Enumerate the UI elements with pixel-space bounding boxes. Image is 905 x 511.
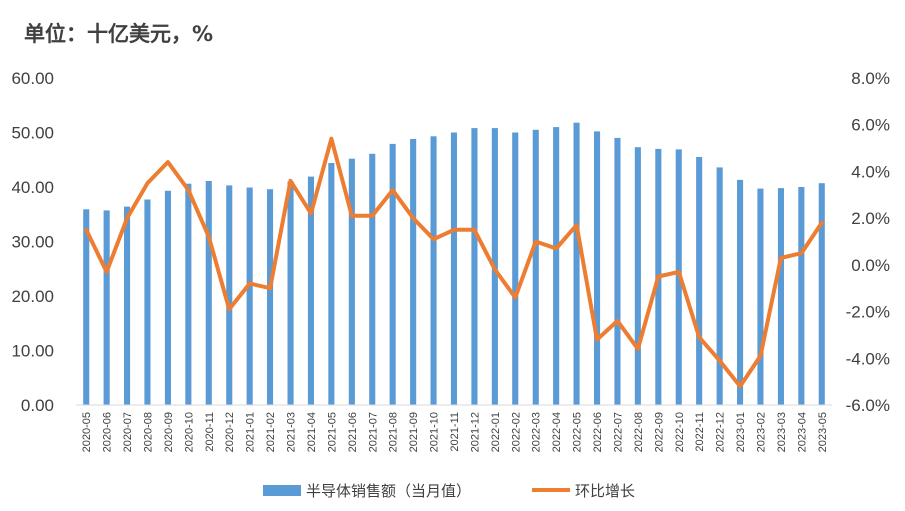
x-tick-label: 2022-02 [510, 412, 522, 452]
right-tick-label: 2.0% [851, 209, 890, 228]
bar-2021-05 [328, 163, 335, 405]
right-tick-label: 6.0% [851, 116, 890, 135]
x-tick-label: 2021-04 [306, 412, 318, 452]
bar-2021-03 [287, 181, 294, 405]
bar-2020-09 [164, 190, 171, 405]
bar-2021-06 [348, 158, 355, 405]
right-tick-label: -6.0% [846, 396, 890, 415]
bar-2023-05 [818, 183, 825, 405]
left-axis-ticks: 0.00 10.00 20.00 30.00 40.00 50.00 60.00 [11, 69, 54, 415]
x-tick-label: 2020-10 [183, 412, 195, 452]
x-tick-label: 2021-11 [449, 412, 461, 452]
bar-2021-02 [267, 189, 274, 405]
x-tick-label: 2022-04 [551, 412, 563, 452]
bar-2021-07 [369, 153, 376, 405]
x-tick-label: 2021-08 [388, 412, 400, 452]
bar-2020-05 [83, 209, 90, 405]
bar-2021-08 [389, 143, 396, 405]
right-tick-label: 0.0% [851, 256, 890, 275]
x-tick-label: 2020-08 [143, 412, 155, 452]
x-tick-label: 2021-06 [347, 412, 359, 452]
x-tick-label: 2023-02 [756, 412, 768, 452]
x-tick-label: 2021-05 [326, 412, 338, 452]
x-tick-label: 2021-07 [367, 412, 379, 452]
bar-2022-03 [532, 129, 539, 406]
x-tick-label: 2022-08 [633, 412, 645, 452]
x-tick-label: 2021-10 [429, 412, 441, 452]
x-tick-label: 2021-09 [408, 412, 420, 452]
right-tick-label: 4.0% [851, 162, 890, 181]
x-tick-label: 2022-03 [531, 412, 543, 452]
x-tick-label: 2022-10 [674, 412, 686, 452]
x-tick-label: 2020-07 [122, 412, 134, 452]
x-tick-label: 2023-04 [796, 412, 808, 452]
x-tick-label: 2020-06 [102, 412, 114, 452]
left-tick-label: 10.00 [11, 342, 54, 361]
bar-2021-04 [307, 176, 314, 405]
bar-series [83, 122, 825, 406]
x-tick-label: 2021-12 [469, 412, 481, 452]
bar-2021-09 [410, 139, 417, 405]
bar-2020-07 [124, 206, 131, 405]
bar-2020-10 [185, 183, 192, 405]
bar-2023-01 [737, 179, 744, 405]
bar-2020-06 [103, 210, 110, 405]
right-tick-label: -4.0% [846, 349, 890, 368]
x-tick-label: 2023-01 [735, 412, 747, 452]
bar-2022-11 [696, 157, 703, 405]
bar-2022-07 [614, 137, 621, 405]
bar-2022-05 [573, 122, 580, 405]
right-tick-label: -2.0% [846, 303, 890, 322]
x-tick-label: 2022-01 [490, 412, 502, 452]
x-tick-label: 2020-09 [163, 412, 175, 452]
x-tick-label: 2022-05 [572, 412, 584, 452]
left-tick-label: 20.00 [11, 287, 54, 306]
x-tick-label: 2022-09 [653, 412, 665, 452]
legend-line-label: 环比增长 [575, 482, 635, 500]
x-tick-label: 2021-03 [286, 412, 298, 452]
bar-2022-12 [716, 167, 723, 405]
x-tick-label: 2021-01 [245, 412, 257, 452]
bar-2022-06 [594, 131, 601, 405]
x-tick-label: 2021-02 [265, 412, 277, 452]
left-tick-label: 50.00 [11, 124, 54, 143]
bar-2022-04 [553, 127, 560, 405]
x-tick-label: 2023-05 [817, 412, 829, 452]
x-tick-label: 2022-06 [592, 412, 604, 452]
bar-2021-01 [246, 187, 253, 405]
bar-2020-11 [205, 181, 212, 405]
bar-2022-08 [634, 147, 641, 405]
line-series [84, 136, 824, 389]
x-tick-label: 2020-05 [81, 412, 93, 452]
right-axis-ticks: -6.0% -4.0% -2.0% 0.0% 2.0% 4.0% 6.0% 8.0% [846, 69, 890, 415]
bar-2020-12 [226, 185, 233, 405]
legend: 半导体销售额（当月值） 环比增长 [263, 482, 635, 500]
bar-2021-12 [471, 128, 478, 405]
unit-label: 单位：十亿美元，% [24, 22, 214, 46]
x-tick-label: 2023-03 [776, 412, 788, 452]
x-tick-label: 2020-11 [204, 412, 216, 452]
legend-bar-swatch [263, 485, 301, 496]
x-tick-label: 2022-12 [715, 412, 727, 452]
left-tick-label: 40.00 [11, 178, 54, 197]
bar-2021-11 [450, 132, 457, 405]
x-tick-label: 2020-12 [224, 412, 236, 452]
bar-2023-02 [757, 188, 764, 405]
bar-2023-04 [798, 187, 805, 405]
x-axis-ticks: 2020-05 2020-06 2020-07 2020-08 2020-09 2020-… [81, 412, 829, 452]
bar-2020-08 [144, 199, 151, 405]
left-tick-label: 30.00 [11, 233, 54, 252]
right-tick-label: 8.0% [851, 69, 890, 88]
legend-bar-label: 半导体销售额（当月值） [306, 482, 471, 500]
bar-2022-02 [512, 132, 519, 405]
bar-2023-03 [777, 188, 784, 405]
left-tick-label: 0.00 [21, 396, 54, 415]
bar-2021-10 [430, 136, 437, 406]
left-tick-label: 60.00 [11, 69, 54, 88]
x-tick-label: 2022-11 [694, 412, 706, 452]
x-tick-label: 2022-07 [613, 412, 625, 452]
